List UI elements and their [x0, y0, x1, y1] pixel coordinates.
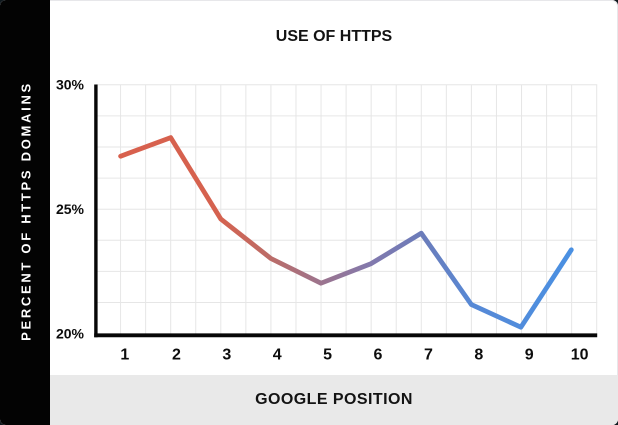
svg-text:1: 1	[120, 347, 129, 364]
svg-text:4: 4	[273, 347, 282, 364]
svg-text:5: 5	[323, 347, 332, 364]
svg-text:6: 6	[374, 347, 383, 364]
svg-text:30%: 30%	[56, 77, 85, 93]
svg-text:25%: 25%	[56, 201, 85, 217]
svg-text:9: 9	[525, 347, 534, 364]
svg-text:2: 2	[172, 347, 181, 364]
svg-text:20%: 20%	[56, 326, 85, 342]
svg-text:3: 3	[222, 347, 231, 364]
svg-text:8: 8	[474, 347, 483, 364]
svg-text:7: 7	[424, 347, 433, 364]
svg-text:10: 10	[571, 347, 589, 364]
